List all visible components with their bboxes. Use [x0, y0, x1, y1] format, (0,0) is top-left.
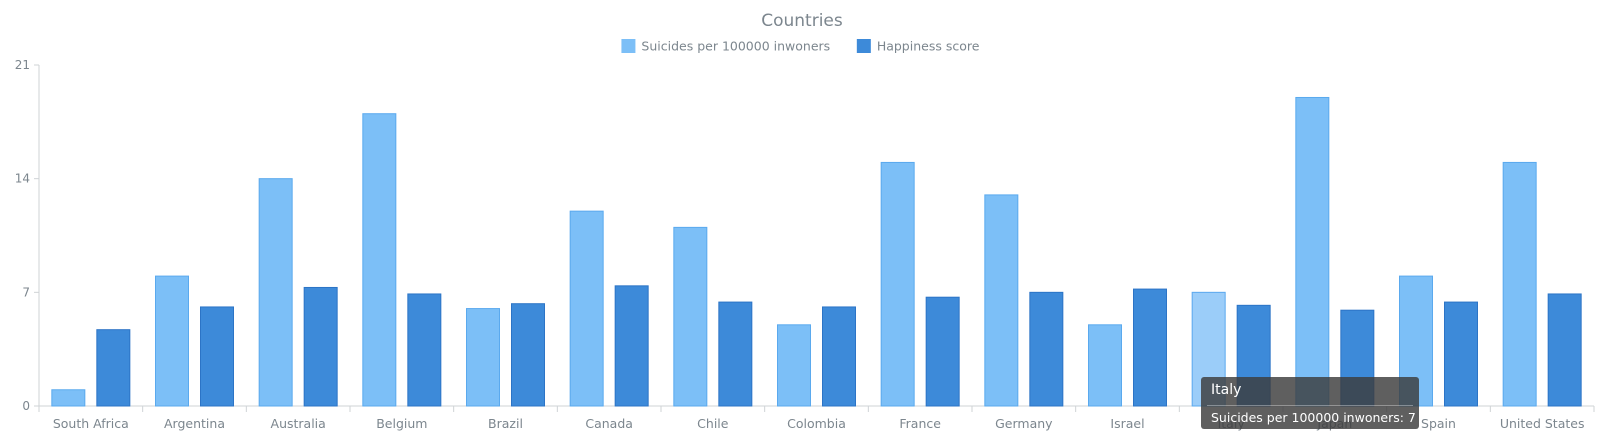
x-tick-label-colombia: Colombia [787, 416, 846, 431]
tooltip-divider [1207, 405, 1413, 406]
bar-germany-suicides-per-100000-inwoners[interactable] [984, 194, 1019, 407]
bar-brazil-suicides-per-100000-inwoners[interactable] [466, 308, 500, 407]
x-axis: South Africa Argentina Australia Belgium Bra… [38, 405, 1595, 431]
y-tick-label: 0 [22, 399, 30, 413]
legend-swatch [621, 39, 636, 53]
chart-title: Countries [761, 11, 843, 31]
y-tick-label: 21 [15, 58, 30, 72]
bar-argentina-suicides-per-100000-inwoners[interactable] [155, 275, 189, 407]
bar-south-africa-suicides-per-100000-inwoners[interactable] [51, 389, 86, 407]
x-tick-label-israel: Israel [1110, 416, 1144, 431]
y-tick-label: 7 [22, 285, 30, 299]
bar-belgium-happiness-score[interactable] [407, 293, 442, 407]
y-axis: 0 7 14 21 [15, 58, 40, 413]
x-tick-label-south-africa: South Africa [53, 416, 129, 431]
bar-united-states-happiness-score[interactable] [1547, 293, 1582, 407]
x-tick-label-germany: Germany [995, 416, 1053, 431]
bar-france-suicides-per-100000-inwoners[interactable] [880, 161, 915, 407]
x-tick-label-belgium: Belgium [376, 416, 427, 431]
bar-united-states-suicides-per-100000-inwoners[interactable] [1502, 161, 1537, 407]
x-tick-label-united-states: United States [1500, 416, 1585, 431]
bar-australia-happiness-score[interactable] [303, 286, 338, 407]
bar-colombia-happiness-score[interactable] [822, 306, 856, 407]
x-tick-label-canada: Canada [585, 416, 633, 431]
bar-chile-suicides-per-100000-inwoners[interactable] [673, 226, 708, 407]
legend: Suicides per 100000 inwoners Happiness sc… [621, 39, 980, 54]
bar-colombia-suicides-per-100000-inwoners[interactable] [777, 324, 811, 407]
tooltip-title: Italy [1211, 382, 1242, 398]
bar-south-africa-happiness-score[interactable] [96, 329, 131, 407]
bar-canada-happiness-score[interactable] [614, 285, 649, 407]
bar-belgium-suicides-per-100000-inwoners[interactable] [362, 113, 397, 407]
y-tick-label: 14 [15, 172, 30, 186]
bar-israel-suicides-per-100000-inwoners[interactable] [1088, 324, 1122, 407]
legend-label: Suicides per 100000 inwoners [641, 39, 830, 54]
bar-argentina-happiness-score[interactable] [200, 306, 234, 407]
bar-israel-happiness-score[interactable] [1133, 288, 1167, 407]
legend-swatch [856, 39, 871, 53]
bars [51, 96, 1582, 407]
x-tick-label-chile: Chile [697, 416, 729, 431]
tooltip: Italy Suicides per 100000 inwoners: 7 [1201, 377, 1419, 429]
x-tick-label-spain: Spain [1421, 416, 1456, 431]
bar-canada-suicides-per-100000-inwoners[interactable] [569, 210, 604, 407]
bar-france-happiness-score[interactable] [925, 296, 960, 407]
legend-item-suicides-per-100000-inwoners[interactable]: Suicides per 100000 inwoners [621, 39, 830, 54]
bar-australia-suicides-per-100000-inwoners[interactable] [258, 178, 293, 407]
bar-japan-suicides-per-100000-inwoners[interactable] [1295, 96, 1330, 407]
x-tick-label-france: France [899, 416, 941, 431]
bar-spain-happiness-score[interactable] [1444, 301, 1478, 407]
bar-chile-happiness-score[interactable] [718, 301, 753, 407]
legend-label: Happiness score [877, 39, 980, 54]
bar-brazil-happiness-score[interactable] [511, 303, 545, 407]
tooltip-text: Suicides per 100000 inwoners: 7 [1211, 410, 1416, 425]
x-tick-label-argentina: Argentina [164, 416, 225, 431]
bar-germany-happiness-score[interactable] [1029, 291, 1064, 407]
x-tick-label-brazil: Brazil [488, 416, 523, 431]
legend-item-happiness-score[interactable]: Happiness score [856, 39, 980, 54]
x-tick-label-australia: Australia [271, 416, 326, 431]
